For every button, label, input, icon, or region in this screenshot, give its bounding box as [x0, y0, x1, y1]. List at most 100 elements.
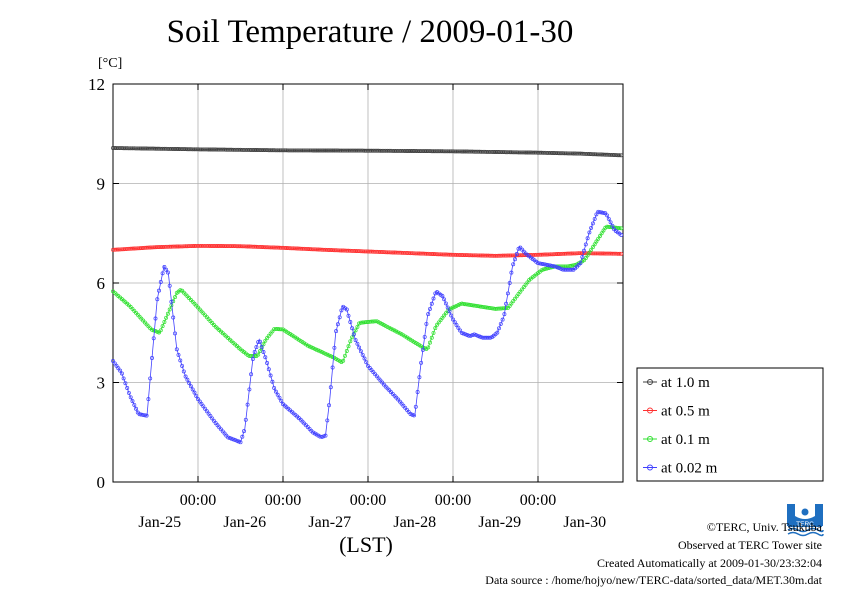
data-point: [128, 146, 133, 151]
data-point: [479, 335, 484, 340]
data-point: [314, 247, 319, 252]
data-point: [146, 397, 151, 402]
data-point: [440, 294, 445, 298]
data-point: [541, 267, 546, 272]
data-point: [272, 327, 277, 332]
data-point: [335, 322, 340, 327]
data-point: [339, 248, 344, 253]
data-point: [479, 149, 484, 154]
data-point: [536, 261, 540, 266]
data-point: [279, 327, 284, 332]
data-point: [578, 261, 583, 266]
legend: at 1.0 m at 0.5 m at 0.1 m at 0.02 m: [636, 367, 824, 482]
footer-observed: Observed at TERC Tower site: [677, 538, 822, 552]
data-point: [539, 261, 544, 266]
data-point: [158, 328, 163, 333]
data-point: [470, 303, 475, 308]
data-point: [339, 148, 344, 153]
data-point: [362, 356, 367, 361]
data-point: [587, 250, 592, 255]
data-point: [275, 392, 280, 397]
data-point: [465, 302, 470, 307]
data-point: [412, 413, 416, 418]
data-point: [419, 149, 424, 154]
data-point: [227, 436, 232, 441]
data-point: [559, 151, 563, 156]
data-point: [443, 301, 448, 306]
data-point: [590, 245, 595, 250]
data-point: [491, 150, 496, 154]
data-point: [346, 313, 351, 318]
data-point: [389, 148, 393, 153]
data-point: [606, 216, 611, 221]
data-point: [203, 406, 208, 411]
data-point: [548, 263, 553, 268]
data-point: [557, 151, 562, 156]
data-point: [428, 340, 432, 345]
data-point: [291, 246, 296, 251]
data-point: [243, 244, 248, 249]
data-point: [111, 358, 115, 363]
data-point: [250, 357, 255, 361]
data-point: [252, 350, 257, 354]
data-point: [442, 297, 447, 302]
data-point: [151, 336, 156, 341]
data-point: [206, 147, 211, 152]
series-line: [111, 209, 624, 445]
data-point: [196, 397, 200, 402]
data-point: [192, 390, 197, 395]
data-point: [162, 265, 167, 269]
data-point: [551, 252, 556, 257]
data-point: [504, 301, 509, 306]
data-point: [321, 148, 326, 153]
data-point: [598, 234, 602, 238]
x-tick-label: 00:00: [435, 492, 471, 509]
data-point: [167, 307, 172, 312]
data-point: [327, 353, 331, 358]
data-point: [461, 253, 466, 258]
data-point: [472, 303, 477, 308]
data-point: [369, 148, 374, 153]
data-point: [528, 150, 533, 155]
data-point: [601, 251, 606, 256]
data-point: [585, 236, 590, 241]
data-point: [153, 316, 158, 321]
data-point: [128, 246, 133, 251]
data-point: [443, 252, 448, 257]
data-point: [509, 150, 514, 155]
data-point: [571, 151, 576, 156]
data-point: [436, 149, 441, 154]
data-point: [224, 244, 229, 249]
data-point: [371, 319, 376, 324]
data-point: [381, 250, 386, 255]
data-point: [592, 216, 597, 221]
data-point: [181, 244, 186, 249]
data-point: [157, 245, 161, 250]
data-point: [449, 149, 454, 154]
data-point: [569, 251, 574, 256]
data-point: [426, 251, 431, 256]
data-point: [254, 148, 259, 152]
data-point: [479, 304, 484, 309]
data-point: [134, 406, 138, 411]
data-point: [426, 149, 431, 154]
data-point: [125, 386, 130, 390]
data-point: [153, 329, 158, 334]
data-point: [546, 150, 551, 155]
data-point: [594, 251, 599, 256]
data-point: [201, 147, 206, 152]
data-point: [376, 148, 381, 153]
data-point: [364, 360, 369, 365]
data-point: [151, 245, 156, 250]
data-point: [321, 434, 326, 439]
data-point: [504, 253, 509, 258]
data-point: [433, 326, 438, 331]
data-point: [490, 306, 494, 311]
data-point: [169, 146, 174, 151]
data-point: [599, 152, 604, 157]
data-point: [291, 148, 296, 153]
data-point: [617, 226, 622, 231]
data-point: [171, 244, 176, 249]
data-point: [587, 230, 592, 235]
data-point: [273, 148, 278, 153]
